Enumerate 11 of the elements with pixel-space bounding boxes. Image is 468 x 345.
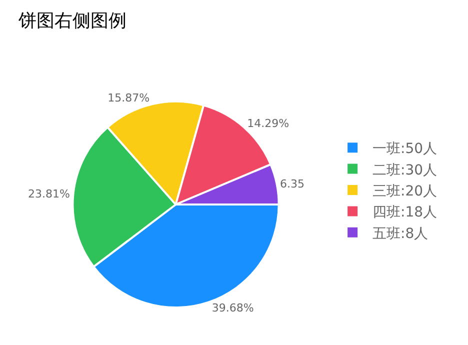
chart-title: 饼图右侧图例 [18,10,127,32]
legend-label: 四班:18人 [372,204,438,221]
legend-label: 二班:30人 [372,162,438,178]
data-label: 6.35 [280,177,305,190]
data-label: 15.87% [108,91,150,104]
legend-label: 五班:8人 [372,226,428,242]
data-label: 39.68% [212,302,254,315]
legend-label: 三班:20人 [372,183,438,200]
data-label: 23.81% [28,188,70,201]
legend-label: 一班:50人 [372,141,438,158]
data-label: 14.29% [247,117,290,130]
